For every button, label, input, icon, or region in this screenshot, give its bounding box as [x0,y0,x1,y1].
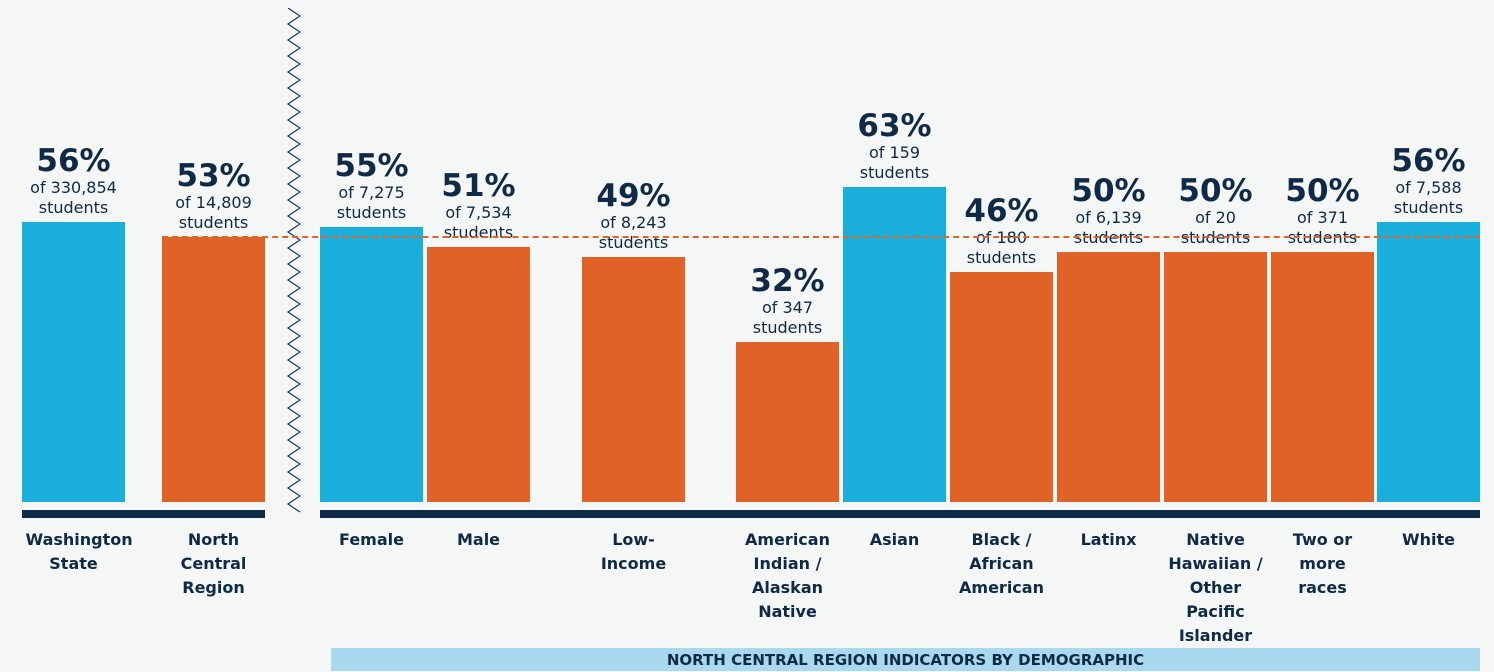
value-count: of 347 students [752,298,823,337]
value-count: of 8,243 students [598,213,669,252]
x-tick-label: Male [456,530,501,549]
value-count: of 7,275 students [336,183,407,222]
bar [1164,252,1267,502]
x-tick-label: White [1401,530,1456,549]
value-label: 32% of 347 students [723,264,853,338]
bar [162,237,265,502]
reference-line [162,236,1480,238]
value-count: of 14,809 students [175,193,252,232]
x-tick-label: Native Hawaiian / Other Pacific Islander [1168,530,1263,645]
value-count: of 180 students [966,228,1037,267]
bar [320,227,423,502]
value-label: 56% of 7,588 students [1364,144,1494,218]
x-tick-label: Low-Income [600,530,667,573]
value-percent: 53% [176,158,251,194]
value-count: of 20 students [1180,208,1251,247]
x-tick-label: Asian [869,530,920,549]
x-tick-label: North Central Region [180,530,247,597]
value-label: 63% of 159 students [830,109,960,183]
bar [1271,252,1374,502]
value-label: 56% of 330,854 students [9,144,139,218]
baseline [320,510,1480,518]
value-count: of 371 students [1287,208,1358,247]
x-tick-label: Washington State [25,530,133,573]
separator [286,8,302,513]
x-tick-label: Two or more races [1292,530,1353,597]
bar [843,187,946,502]
value-count: of 330,854 students [30,178,117,217]
value-percent: 55% [334,148,409,184]
value-percent: 49% [596,178,671,214]
bar [1057,252,1160,502]
x-tick-label: Latinx [1080,530,1137,549]
value-percent: 56% [1391,143,1466,179]
value-label: 53% of 14,809 students [149,159,279,233]
value-count: of 6,139 students [1073,208,1144,247]
value-percent: 46% [964,193,1039,229]
x-tick-label: Black / African American [959,530,1044,597]
x-tick-label: Female [339,530,404,549]
bar [22,222,125,502]
value-label: 49% of 8,243 students [569,179,699,253]
value-label: 50% of 6,139 students [1044,174,1174,248]
group-label: NORTH CENTRAL REGION INDICATORS BY DEMOG… [331,648,1480,671]
zigzag [286,8,302,513]
bar [582,257,685,502]
value-percent: 56% [36,143,111,179]
value-percent: 50% [1178,173,1253,209]
value-percent: 51% [441,168,516,204]
value-percent: 32% [750,263,825,299]
value-count: of 159 students [859,143,930,182]
value-label: 55% of 7,275 students [307,149,437,223]
bar [736,342,839,502]
bar [1377,222,1480,502]
bar [950,272,1053,502]
baseline [22,510,265,518]
x-tick-label: American Indian / Alaskan Native [745,530,830,621]
value-percent: 63% [857,108,932,144]
bar [427,247,530,502]
value-label: 51% of 7,534 students [414,169,544,243]
value-percent: 50% [1285,173,1360,209]
value-percent: 50% [1071,173,1146,209]
value-count: of 7,588 students [1393,178,1464,217]
